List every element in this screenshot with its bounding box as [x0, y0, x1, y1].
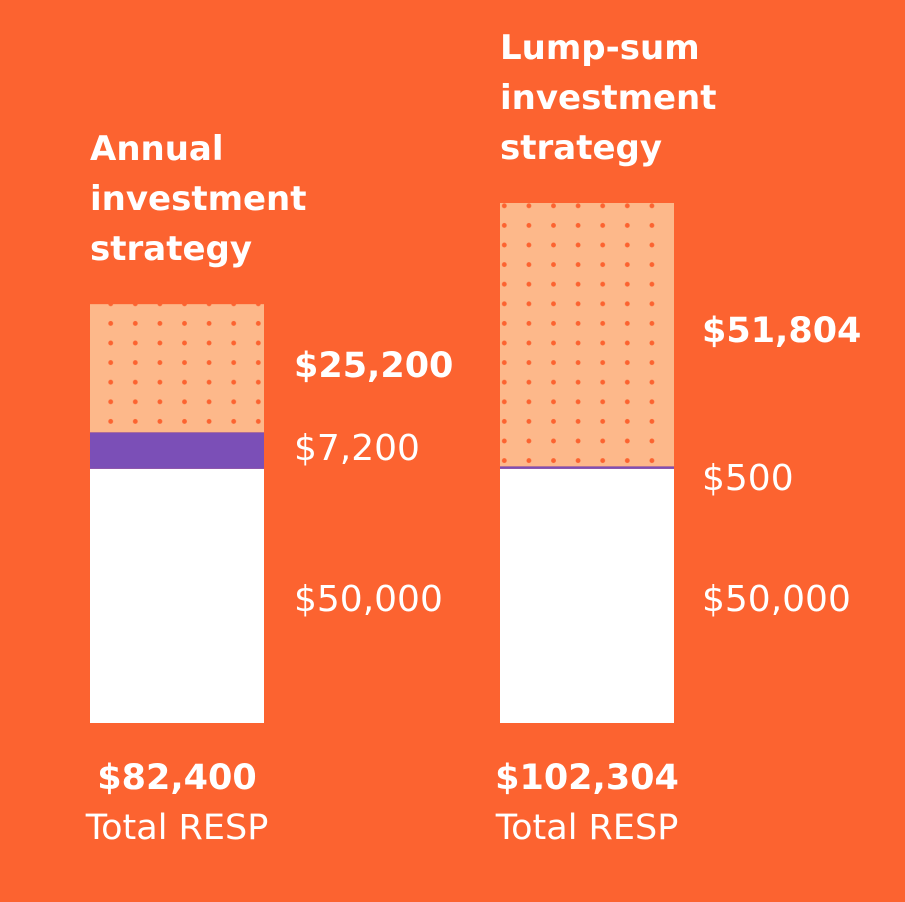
total-value-annual: $82,400 [97, 758, 257, 798]
label-annual-grant: $7,200 [294, 428, 420, 470]
total-value-lump-sum: $102,304 [495, 758, 679, 798]
bar-annual-growth [90, 304, 264, 433]
bar-annual-contribution [90, 468, 264, 723]
bar-lump-sum-growth [500, 203, 674, 467]
label-annual-growth: $25,200 [294, 346, 454, 387]
category-title-annual: Annual investment strategy [90, 129, 307, 270]
label-lump-sum-grant: $500 [702, 458, 794, 500]
label-lump-sum-contribution: $50,000 [702, 578, 851, 620]
label-lump-sum-growth: $51,804 [702, 311, 862, 351]
bar-annual-grant [90, 432, 264, 469]
category-title-lump-sum: Lump-sum investment strategy [500, 28, 717, 168]
total-label-lump-sum: Total RESP [495, 808, 679, 848]
bar-lump-sum-contribution [500, 468, 674, 723]
total-label-annual: Total RESP [85, 808, 269, 848]
bar-lump-sum-grant [500, 466, 674, 469]
label-annual-contribution: $50,000 [294, 578, 443, 620]
